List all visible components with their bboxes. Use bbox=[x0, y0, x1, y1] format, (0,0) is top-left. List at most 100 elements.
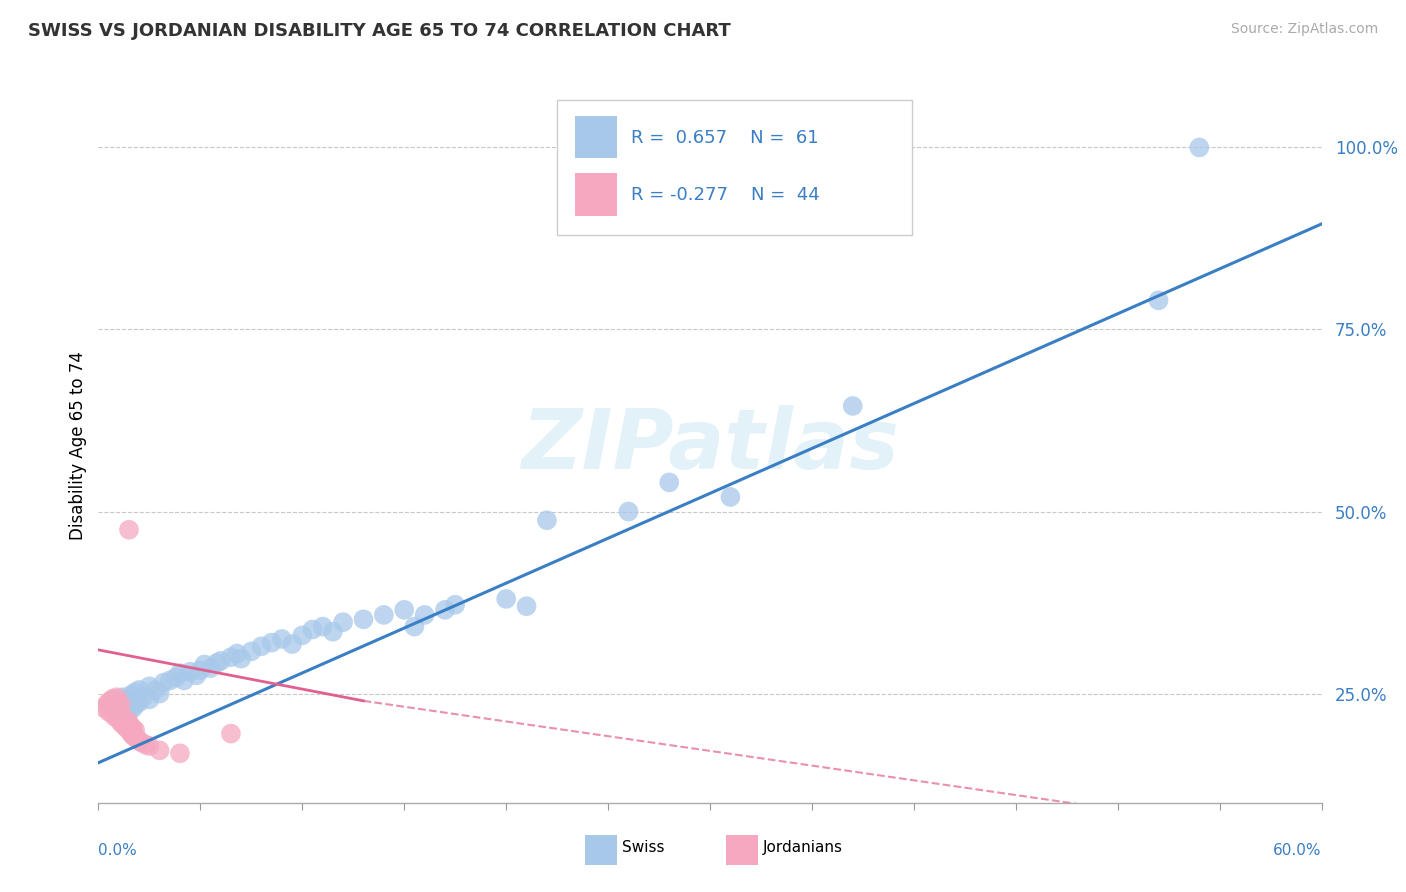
FancyBboxPatch shape bbox=[557, 100, 912, 235]
Point bbox=[122, 729, 145, 743]
FancyBboxPatch shape bbox=[725, 835, 758, 865]
Point bbox=[404, 619, 426, 633]
Point bbox=[120, 726, 142, 740]
Point bbox=[209, 654, 232, 668]
Point bbox=[115, 722, 138, 736]
Point bbox=[118, 692, 141, 706]
Y-axis label: Disability Age 65 to 74: Disability Age 65 to 74 bbox=[69, 351, 87, 541]
Text: 60.0%: 60.0% bbox=[1274, 843, 1322, 858]
Point bbox=[536, 513, 558, 527]
Point bbox=[111, 690, 134, 705]
Point bbox=[111, 717, 134, 731]
Point bbox=[128, 734, 150, 748]
Point bbox=[658, 475, 681, 490]
Point bbox=[110, 715, 132, 730]
Point bbox=[495, 591, 517, 606]
Point bbox=[138, 692, 160, 706]
Point bbox=[138, 739, 160, 753]
Point bbox=[93, 701, 115, 715]
Point bbox=[392, 603, 416, 617]
Point bbox=[373, 607, 395, 622]
Point bbox=[124, 723, 146, 737]
Point bbox=[152, 675, 174, 690]
Point bbox=[193, 657, 215, 672]
Point bbox=[118, 705, 141, 719]
Point bbox=[104, 703, 127, 717]
Point bbox=[122, 701, 145, 715]
Point bbox=[100, 694, 122, 708]
Point bbox=[444, 598, 467, 612]
Point bbox=[97, 695, 120, 709]
Point bbox=[127, 731, 149, 746]
Point bbox=[149, 687, 172, 701]
Point bbox=[332, 615, 354, 630]
Point bbox=[115, 695, 138, 709]
Point bbox=[186, 668, 208, 682]
Point bbox=[617, 504, 640, 518]
Text: SWISS VS JORDANIAN DISABILITY AGE 65 TO 74 CORRELATION CHART: SWISS VS JORDANIAN DISABILITY AGE 65 TO … bbox=[28, 22, 731, 40]
Text: Jordanians: Jordanians bbox=[762, 840, 842, 855]
Point bbox=[114, 719, 136, 733]
Point bbox=[240, 644, 263, 658]
Point bbox=[841, 399, 863, 413]
Point bbox=[118, 523, 141, 537]
Point bbox=[118, 715, 141, 730]
Text: Swiss: Swiss bbox=[621, 840, 665, 855]
Point bbox=[97, 705, 120, 719]
Point bbox=[179, 665, 201, 679]
Point bbox=[200, 661, 222, 675]
Point bbox=[205, 656, 228, 670]
Point bbox=[188, 663, 212, 677]
Point bbox=[1188, 140, 1211, 154]
Point bbox=[105, 699, 128, 714]
Point bbox=[270, 632, 294, 646]
Point bbox=[120, 688, 142, 702]
Point bbox=[104, 694, 127, 708]
Point bbox=[124, 698, 146, 712]
Text: R =  0.657    N =  61: R = 0.657 N = 61 bbox=[630, 128, 818, 146]
Point bbox=[260, 635, 283, 649]
Point bbox=[120, 719, 142, 733]
FancyBboxPatch shape bbox=[575, 116, 617, 159]
Point bbox=[96, 698, 118, 712]
Point bbox=[108, 705, 131, 719]
Point bbox=[312, 619, 335, 633]
Point bbox=[115, 714, 138, 729]
Point bbox=[413, 607, 436, 622]
FancyBboxPatch shape bbox=[585, 835, 617, 865]
Point bbox=[101, 706, 124, 721]
Point bbox=[149, 743, 172, 757]
Text: Source: ZipAtlas.com: Source: ZipAtlas.com bbox=[1230, 22, 1378, 37]
Point bbox=[173, 673, 195, 688]
Point bbox=[250, 639, 273, 653]
Point bbox=[159, 673, 181, 688]
Point bbox=[129, 735, 152, 749]
Point bbox=[124, 731, 146, 745]
Point bbox=[108, 712, 131, 726]
FancyBboxPatch shape bbox=[575, 173, 617, 216]
Point bbox=[108, 703, 131, 717]
Point bbox=[101, 699, 124, 714]
Point bbox=[352, 612, 374, 626]
Point bbox=[124, 685, 146, 699]
Point bbox=[291, 628, 314, 642]
Point bbox=[434, 603, 457, 617]
Point bbox=[108, 695, 131, 709]
Point bbox=[138, 679, 160, 693]
Point bbox=[97, 698, 120, 712]
Point bbox=[322, 624, 344, 639]
Point bbox=[101, 691, 124, 706]
Point bbox=[169, 666, 191, 681]
Point bbox=[104, 710, 127, 724]
Point bbox=[118, 723, 141, 737]
Text: 0.0%: 0.0% bbox=[98, 843, 138, 858]
Point bbox=[111, 699, 134, 714]
Point bbox=[128, 695, 150, 709]
Point bbox=[219, 726, 242, 740]
Point bbox=[165, 671, 187, 685]
Point bbox=[110, 706, 132, 721]
Point bbox=[301, 623, 323, 637]
Point bbox=[718, 490, 742, 504]
Point bbox=[226, 647, 249, 661]
Point bbox=[108, 695, 131, 709]
